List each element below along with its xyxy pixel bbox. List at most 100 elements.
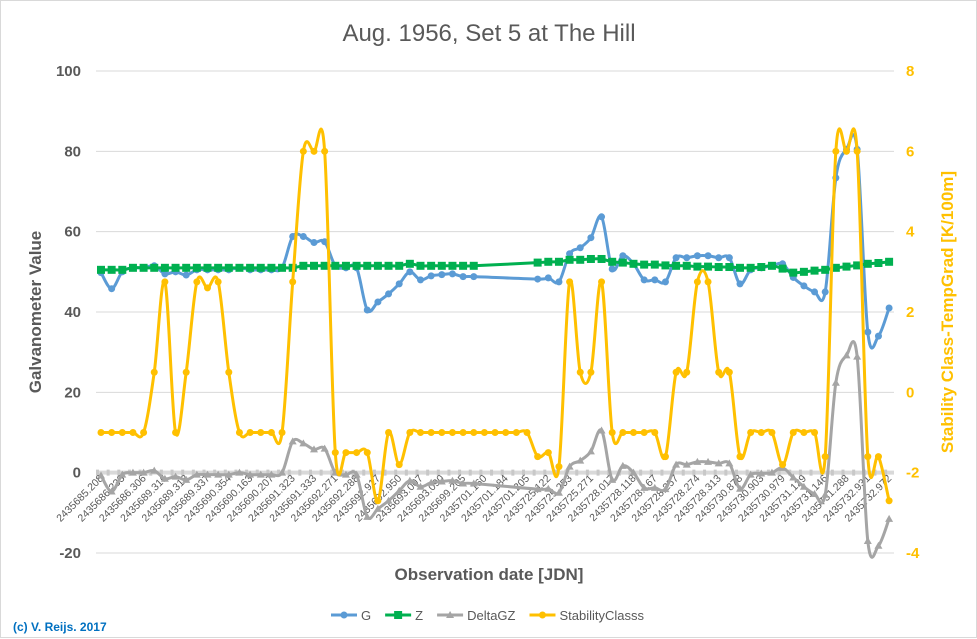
deltagz-point <box>629 468 638 476</box>
deltagz-point <box>448 476 457 484</box>
stabilityclasss-point <box>246 429 254 436</box>
stabilityclasss-point <box>747 429 755 436</box>
deltagz-point <box>831 378 840 386</box>
g-point <box>299 232 307 240</box>
z-point <box>757 263 766 272</box>
z-point <box>704 262 713 271</box>
legend-item-deltagz: DeltaGZ <box>437 608 516 623</box>
z-point <box>714 263 723 272</box>
z-point <box>427 261 436 270</box>
z-point <box>320 261 329 270</box>
stabilityclasss-point <box>512 429 520 436</box>
stabilityclasss-point <box>566 278 574 286</box>
deltagz-point <box>757 469 766 477</box>
z-point <box>565 255 574 264</box>
stabilityclasss-point <box>523 429 531 436</box>
stabilityclasss-point <box>800 429 808 436</box>
deltagz-point <box>107 487 116 495</box>
deltagz-point <box>373 504 382 512</box>
g-point <box>864 328 872 336</box>
g-point <box>661 278 669 286</box>
stabilityclasss-point <box>779 461 787 469</box>
y-right-tick-label: -2 <box>906 465 919 482</box>
y-right-tick-label: 0 <box>906 384 914 401</box>
z-point <box>682 261 691 270</box>
g-point <box>406 268 414 276</box>
legend-label: G <box>361 608 371 623</box>
g-point <box>651 276 659 284</box>
deltagz-point <box>139 468 148 476</box>
stabilityclasss-point <box>619 429 627 436</box>
series-group <box>97 127 894 559</box>
deltagz-point <box>299 439 308 447</box>
stabilityclasss-point <box>459 429 467 436</box>
stabilityclasss-point <box>587 368 595 376</box>
stabilityclasss-point <box>555 463 563 471</box>
z-point <box>459 261 468 270</box>
z-point <box>586 254 595 263</box>
z-point <box>533 258 542 267</box>
deltagz-line <box>99 339 891 559</box>
g-point <box>683 254 691 262</box>
deltagz-point <box>267 470 276 478</box>
g-point <box>321 238 329 246</box>
g-point <box>704 252 712 260</box>
stabilityclasss-point <box>768 429 776 436</box>
g-point <box>672 254 680 262</box>
deltagz-point <box>608 475 617 483</box>
deltagz-point <box>682 460 691 468</box>
z-point <box>246 263 255 272</box>
deltagz-point <box>118 470 127 478</box>
y-right-tick-label: 4 <box>906 224 915 241</box>
deltagz-point <box>341 470 350 478</box>
deltagz-point <box>789 473 798 481</box>
stabilityclasss-point <box>598 278 606 286</box>
g-point <box>715 254 723 262</box>
y-axis-left: 100 80 60 40 20 0 -20 <box>56 63 81 562</box>
stabilityclasss-point <box>757 429 765 436</box>
g-point <box>363 306 371 314</box>
deltagz-point <box>661 485 670 493</box>
deltagz-point <box>363 512 372 520</box>
z-point <box>373 261 382 270</box>
g-point <box>821 288 829 296</box>
series-deltagz <box>97 339 894 559</box>
stabilityclasss-point <box>172 429 180 436</box>
y-tick-label: 100 <box>56 63 81 80</box>
deltagz-point <box>885 514 894 522</box>
g-point <box>885 304 893 312</box>
stabilityclasss-point <box>640 429 648 436</box>
g-point <box>544 274 552 282</box>
stabilityclasss-point <box>374 497 382 505</box>
y-right-tick-label: -4 <box>906 545 920 562</box>
stabilityclasss-point <box>725 368 733 376</box>
stabilityclasss-point <box>342 449 350 457</box>
z-point <box>384 261 393 270</box>
deltagz-point <box>405 476 414 484</box>
stabilityclasss-point <box>161 278 169 286</box>
stabilityclasss-point <box>150 368 158 376</box>
z-point <box>139 263 148 272</box>
stabilityclasss-point <box>480 429 488 436</box>
deltagz-point <box>437 477 446 485</box>
z-point <box>341 261 350 270</box>
stabilityclasss-point <box>235 429 243 436</box>
legend-item-stabilityclasss: StabilityClasss <box>529 608 645 623</box>
g-point <box>417 276 424 284</box>
deltagz-point <box>810 489 819 497</box>
stabilityclasss-point <box>661 453 669 461</box>
stabilityclasss-point <box>683 368 691 376</box>
z-point <box>299 261 308 270</box>
z-point <box>885 257 894 266</box>
stabilityclasss-point <box>204 284 211 292</box>
stabilityclasss-point <box>853 147 861 155</box>
deltagz-point <box>310 445 318 453</box>
stabilityclasss-point <box>534 453 542 461</box>
z-point <box>203 263 212 272</box>
stabilityclasss-point <box>97 429 105 436</box>
legend-label: Z <box>415 608 423 623</box>
stabilityclasss-point <box>502 429 510 436</box>
stabilityclasss-point <box>129 429 137 436</box>
stabilityclasss-point <box>331 449 339 457</box>
y-axis-right-title: Stability Class-TempGrad [K/100m] <box>938 171 957 453</box>
